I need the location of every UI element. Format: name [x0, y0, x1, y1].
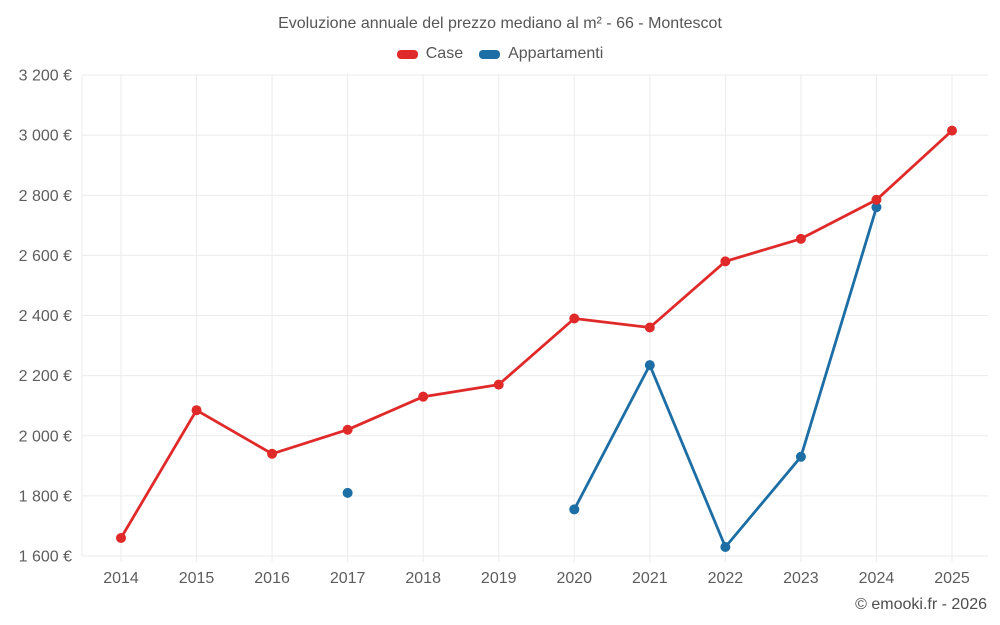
y-tick-label-2800: 2 800 €: [19, 188, 72, 205]
y-tick-label-1800: 1 800 €: [19, 488, 72, 505]
appartamenti-point-2021[interactable]: [644, 360, 655, 371]
case-point-2020[interactable]: [569, 313, 580, 324]
case-legend-swatch: [396, 49, 418, 59]
case-point-2016[interactable]: [267, 448, 278, 459]
case-point-2018[interactable]: [418, 391, 429, 402]
x-tick-label-2024: 2024: [859, 570, 895, 587]
y-tick-label-1600: 1 600 €: [19, 549, 72, 566]
case-point-2019[interactable]: [493, 379, 504, 390]
appartamenti-point-2017[interactable]: [342, 487, 353, 498]
y-tick-label-2400: 2 400 €: [19, 308, 72, 325]
x-tick-label-2018: 2018: [405, 570, 441, 587]
copyright-footer: © emooki.fr - 2026: [855, 596, 987, 613]
x-tick-label-2014: 2014: [103, 570, 139, 587]
legend: Case Appartamenti: [0, 45, 1000, 63]
x-tick-label-2019: 2019: [481, 570, 517, 587]
appartamenti-point-2024[interactable]: [871, 202, 882, 213]
x-tick-label-2015: 2015: [179, 570, 215, 587]
x-tick-label-2025: 2025: [934, 570, 970, 587]
appartamenti-point-2022[interactable]: [720, 541, 731, 552]
x-tick-label-2022: 2022: [708, 570, 744, 587]
legend-item-case[interactable]: Case: [396, 45, 464, 63]
y-tick-label-3000: 3 000 €: [19, 128, 72, 145]
x-tick-label-2020: 2020: [556, 570, 592, 587]
case-point-2024[interactable]: [871, 194, 882, 205]
legend-item-appartamenti[interactable]: Appartamenti: [479, 45, 603, 63]
x-tick-label-2016: 2016: [254, 570, 290, 587]
appartamenti-legend-label: Appartamenti: [508, 45, 604, 62]
case-point-2017[interactable]: [342, 424, 353, 435]
y-tick-label-2600: 2 600 €: [19, 248, 72, 265]
y-tick-label-2200: 2 200 €: [19, 368, 72, 385]
x-tick-label-2021: 2021: [632, 570, 668, 587]
case-point-2023[interactable]: [795, 233, 806, 244]
case-point-2015[interactable]: [191, 405, 202, 416]
appartamenti-legend-swatch: [479, 49, 501, 59]
x-tick-label-2023: 2023: [783, 570, 819, 587]
case-legend-label: Case: [425, 45, 464, 62]
case-point-2022[interactable]: [720, 256, 731, 267]
case-point-2025[interactable]: [947, 125, 957, 136]
case-point-2014[interactable]: [116, 532, 126, 543]
appartamenti-point-2023[interactable]: [795, 451, 806, 462]
y-tick-label-2000: 2 000 €: [19, 428, 72, 445]
case-point-2021[interactable]: [644, 322, 655, 333]
y-tick-label-3200: 3 200 €: [19, 68, 72, 85]
appartamenti-point-2020[interactable]: [569, 504, 580, 515]
case-line: [119, 129, 954, 540]
chart-title: Evoluzione annuale del prezzo mediano al…: [278, 15, 722, 32]
x-tick-label-2017: 2017: [330, 570, 366, 587]
